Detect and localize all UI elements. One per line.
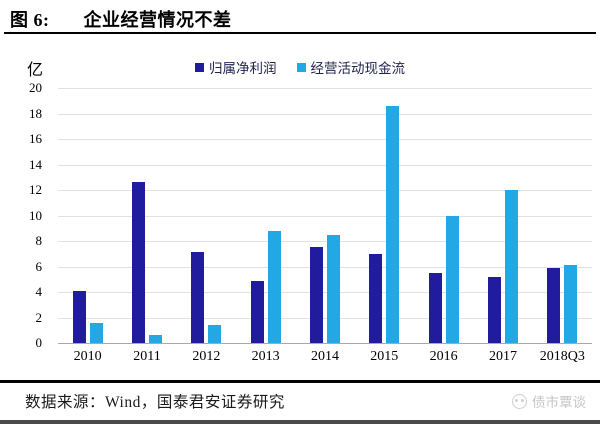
bar-2010-operating-cashflow bbox=[89, 322, 103, 343]
gridline-y-2 bbox=[58, 317, 592, 319]
bar-group-2018Q3 bbox=[533, 88, 592, 343]
bar-2012-operating-cashflow bbox=[208, 325, 222, 343]
bar-group-2010 bbox=[58, 88, 117, 343]
y-tick-label: 10 bbox=[29, 207, 42, 223]
y-tick-label: 14 bbox=[29, 156, 42, 172]
y-axis-tick-labels: 0 2 4 6 8 10 12 14 16 18 20 bbox=[0, 80, 50, 350]
bar-2018Q3-operating-cashflow bbox=[564, 265, 578, 343]
bar-2013-net-profit bbox=[250, 280, 264, 343]
gridline-y-0 bbox=[58, 343, 592, 344]
bar-2015-net-profit bbox=[369, 253, 383, 343]
y-tick-label: 16 bbox=[29, 131, 42, 146]
y-tick-label: 18 bbox=[29, 105, 42, 121]
bar-2014-operating-cashflow bbox=[326, 234, 340, 343]
gridline-y-10 bbox=[58, 215, 592, 217]
bar-group-2013 bbox=[236, 88, 295, 343]
figure-header: 图 6: 企业经营情况不差 bbox=[10, 6, 590, 32]
bar-group-2016 bbox=[414, 88, 473, 343]
gridline-y-6 bbox=[58, 266, 592, 268]
bar-2017-operating-cashflow bbox=[504, 190, 518, 343]
x-tick-label-2016: 2016 bbox=[429, 349, 458, 364]
x-tick-label-2015: 2015 bbox=[370, 349, 399, 364]
watermark: 债市覃谈 bbox=[512, 391, 586, 411]
legend-label-operating-cashflow: 经营活动现金流 bbox=[310, 61, 406, 76]
figure-title: 企业经营情况不差 bbox=[83, 10, 232, 30]
y-tick-label: 4 bbox=[35, 284, 43, 299]
legend-item-net-profit: 归属净利润 bbox=[195, 57, 277, 77]
x-tick-label-2018Q3: 2018Q3 bbox=[539, 349, 585, 364]
bar-2016-operating-cashflow bbox=[445, 215, 459, 343]
bar-2012-net-profit bbox=[191, 252, 205, 343]
bar-2015-operating-cashflow bbox=[386, 105, 400, 343]
x-tick-label-2011: 2011 bbox=[133, 349, 161, 364]
bar-2018Q3-net-profit bbox=[547, 267, 561, 343]
bar-2014-net-profit bbox=[309, 247, 323, 343]
x-tick-label-2017: 2017 bbox=[488, 349, 517, 364]
bar-2011-net-profit bbox=[131, 182, 145, 343]
y-tick-label: 2 bbox=[35, 309, 43, 325]
bottom-border-line bbox=[0, 420, 600, 424]
y-tick-label: 0 bbox=[35, 335, 43, 350]
title-divider bbox=[4, 32, 596, 34]
figure-number-label: 图 6: bbox=[10, 10, 50, 30]
gridline-y-12 bbox=[58, 190, 592, 191]
bar-group-2015 bbox=[355, 88, 414, 343]
bar-group-2014 bbox=[295, 88, 354, 343]
x-axis-tick-labels: 2010 2011 2012 2013 2014 2015 2016 2017 2018Q3 bbox=[58, 349, 592, 365]
y-tick-label: 8 bbox=[35, 233, 43, 248]
gridline-y-14 bbox=[58, 164, 592, 166]
chart-legend: 归属净利润 经营活动现金流 bbox=[0, 57, 600, 77]
gridline-y-18 bbox=[58, 113, 592, 115]
x-tick-label-2012: 2012 bbox=[192, 349, 221, 364]
bar-2013-operating-cashflow bbox=[267, 230, 281, 343]
watermark-text: 债市覃谈 bbox=[532, 395, 586, 410]
bar-group-2012 bbox=[177, 88, 236, 343]
bar-2010-net-profit bbox=[72, 290, 86, 343]
data-source-text: 数据来源：Wind，国泰君安证券研究 bbox=[25, 394, 285, 411]
chart-plot-area bbox=[58, 88, 592, 344]
gridline-y-16 bbox=[58, 139, 592, 140]
x-tick-label-2014: 2014 bbox=[310, 349, 339, 364]
x-tick-label-2010: 2010 bbox=[73, 349, 102, 364]
legend-swatch-navy bbox=[195, 62, 204, 72]
bar-2011-operating-cashflow bbox=[148, 335, 162, 343]
bar-2017-net-profit bbox=[487, 276, 501, 343]
gridline-y-4 bbox=[58, 292, 592, 293]
y-tick-label: 12 bbox=[29, 182, 42, 197]
legend-swatch-lightblue bbox=[296, 62, 306, 72]
brand-logo-icon bbox=[512, 393, 527, 409]
x-tick-label-2013: 2013 bbox=[251, 349, 280, 364]
y-axis-unit-label: 亿 bbox=[27, 62, 44, 79]
gridline-y-20 bbox=[58, 88, 592, 89]
bar-groups-layer bbox=[58, 88, 592, 343]
bar-group-2011 bbox=[117, 88, 176, 343]
legend-label-net-profit: 归属净利润 bbox=[209, 61, 277, 76]
y-tick-label: 6 bbox=[35, 258, 43, 274]
legend-item-operating-cashflow: 经营活动现金流 bbox=[296, 57, 406, 77]
bar-group-2017 bbox=[473, 88, 532, 343]
y-tick-label: 20 bbox=[29, 80, 42, 95]
bar-2016-net-profit bbox=[428, 272, 442, 343]
footer-divider bbox=[0, 380, 600, 383]
gridline-y-8 bbox=[58, 241, 592, 242]
